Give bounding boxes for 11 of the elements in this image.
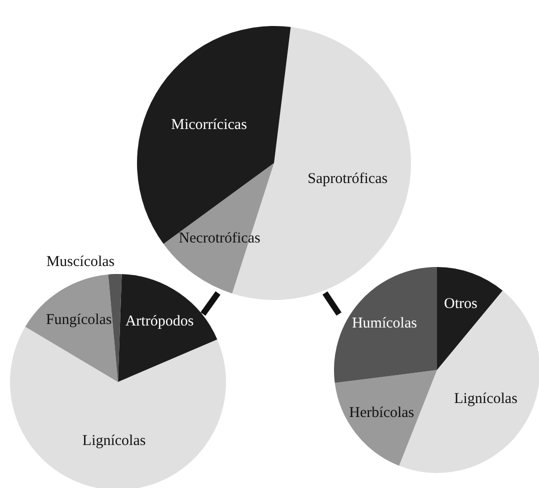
slice-label: Micorrícicas [171,116,248,133]
slice-label: Fungícolas [46,312,112,328]
slice-label: Lignícolas [82,433,146,450]
slice-label: Saprotróficas [308,171,388,188]
slice-label: Necrotróficas [178,230,260,246]
slice-label: Muscícolas [46,254,115,270]
slice-label: Herbícolas [349,404,414,421]
slice-label: Artrópodos [125,313,194,330]
slice-label: Lignícolas [454,390,518,407]
slice-label: Humícolas [352,316,418,332]
slice-label: Otros [444,296,478,312]
